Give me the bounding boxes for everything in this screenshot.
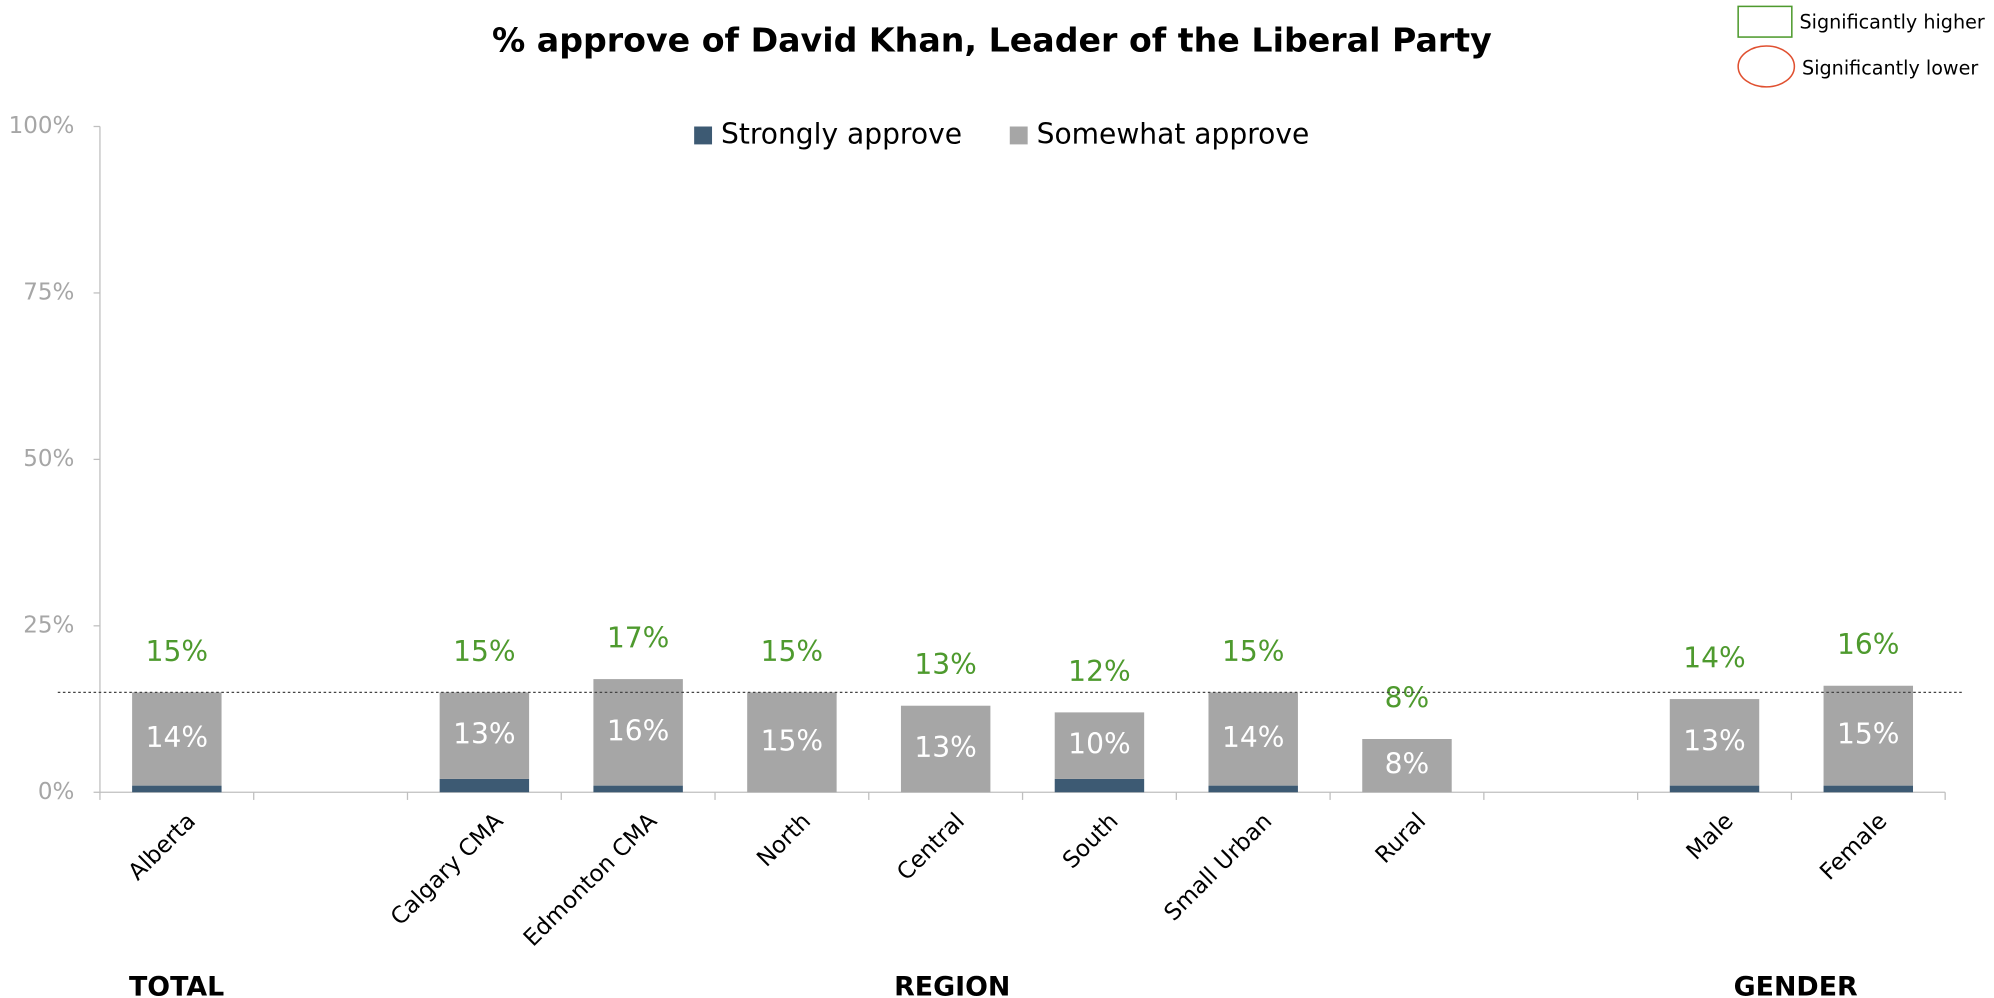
- bar-segment: [132, 785, 222, 793]
- bar-segment: [593, 785, 683, 793]
- y-tick-label: 25%: [23, 612, 74, 638]
- bar-segment: [439, 692, 530, 779]
- sig-legend-label: Significantly lower: [1802, 57, 1978, 80]
- total-label: 15%: [1222, 635, 1284, 668]
- total-label: 8%: [1385, 681, 1430, 714]
- value-label: 8%: [1385, 748, 1430, 781]
- legend-swatch: [694, 126, 713, 145]
- group-label: TOTAL: [129, 971, 224, 998]
- bar-segment: [1054, 778, 1145, 793]
- x-tick-label: Central: [892, 808, 970, 886]
- legend-swatch: [1009, 126, 1028, 145]
- y-tick-label: 50%: [23, 446, 74, 472]
- value-label: 15%: [761, 724, 823, 757]
- total-label: 15%: [453, 635, 515, 668]
- legend-label: Strongly approve: [721, 117, 962, 150]
- total-label: 14%: [1683, 641, 1745, 674]
- total-label: 15%: [761, 635, 823, 668]
- bar-segment: [1823, 785, 1914, 793]
- total-label: 12%: [1068, 655, 1130, 688]
- bar-segment: [900, 705, 991, 793]
- x-tick-label: South: [1058, 808, 1124, 874]
- bar-segment: [1669, 785, 1760, 793]
- value-label: 14%: [146, 721, 208, 754]
- bar-segment: [1054, 712, 1145, 779]
- total-label: 15%: [146, 635, 208, 668]
- total-label: 13%: [914, 648, 976, 681]
- x-tick-label: Calgary CMA: [386, 808, 509, 931]
- value-label: 15%: [1837, 718, 1899, 751]
- x-tick-label: Rural: [1371, 808, 1431, 868]
- group-label: REGION: [894, 971, 1010, 998]
- bar-segment: [747, 692, 837, 793]
- bar-segment: [1208, 785, 1298, 793]
- value-label: 13%: [453, 718, 515, 751]
- value-label: 16%: [607, 714, 669, 747]
- bar-segment: [593, 679, 683, 786]
- x-tick-label: North: [752, 808, 816, 872]
- value-label: 13%: [914, 731, 976, 764]
- y-tick-label: 75%: [23, 279, 74, 305]
- bar-segment: [1208, 692, 1298, 786]
- bar-segment: [1669, 699, 1760, 786]
- total-label: 17%: [607, 621, 669, 654]
- y-tick-label: 0%: [38, 779, 75, 805]
- sig-lower-ellipse: [1737, 45, 1796, 88]
- x-tick-label: Edmonton CMA: [519, 808, 663, 952]
- total-label: 16%: [1837, 628, 1899, 661]
- legend-label: Somewhat approve: [1037, 117, 1310, 150]
- group-label: GENDER: [1734, 971, 1858, 998]
- bar-segment: [132, 692, 222, 786]
- bar-segment: [1362, 739, 1452, 793]
- x-tick-label: Alberta: [124, 808, 201, 885]
- value-label: 14%: [1222, 721, 1284, 754]
- value-label: 13%: [1683, 724, 1745, 757]
- x-tick-label: Small Urban: [1159, 808, 1277, 926]
- bar-segment: [439, 778, 530, 793]
- y-tick-label: 100%: [9, 113, 75, 139]
- sig-higher-box: [1737, 5, 1793, 38]
- value-label: 10%: [1068, 728, 1130, 761]
- chart-title: % approve of David Khan, Leader of the L…: [492, 21, 1492, 60]
- x-tick-label: Female: [1815, 808, 1892, 885]
- bar-segment: [1823, 685, 1914, 786]
- x-tick-label: Male: [1682, 808, 1739, 865]
- sig-legend-label: Significantly higher: [1799, 11, 1984, 34]
